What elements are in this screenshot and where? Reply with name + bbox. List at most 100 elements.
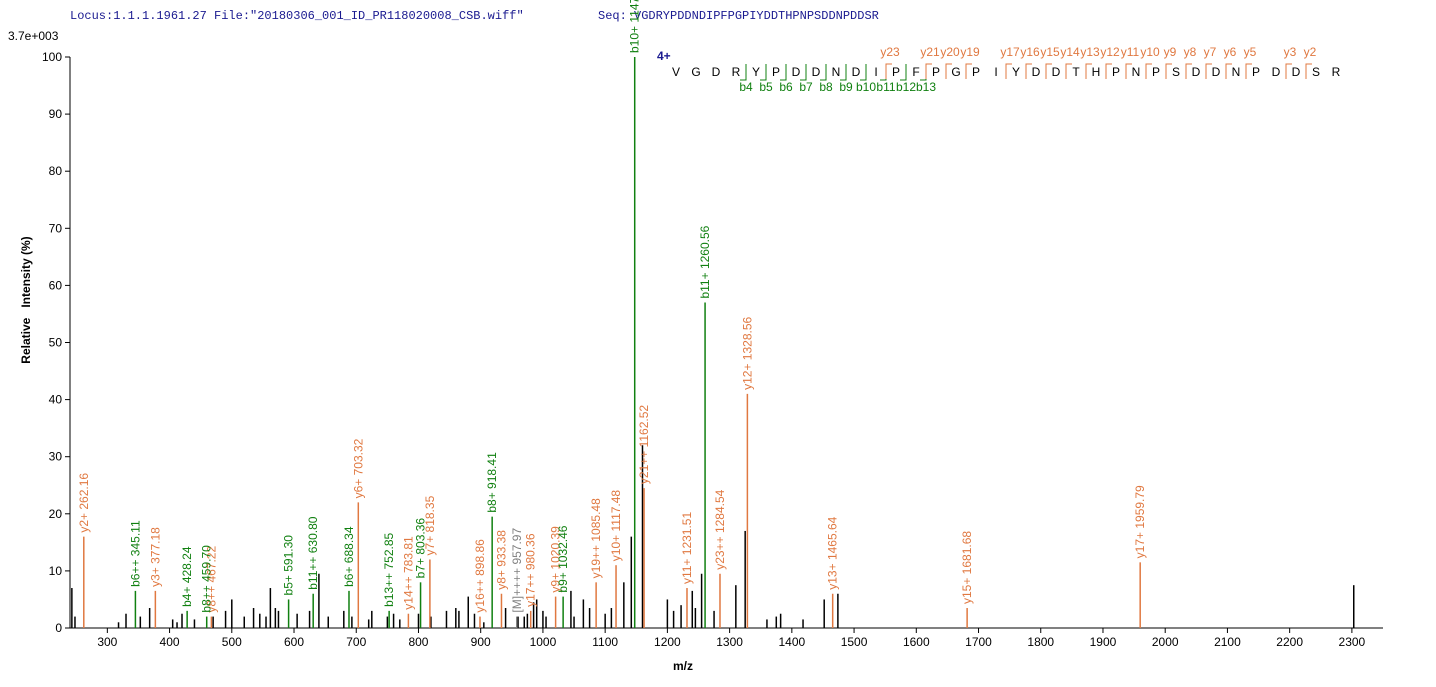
y-ion-label: y19 xyxy=(960,45,980,59)
residue: S xyxy=(1312,65,1320,79)
residue: P xyxy=(772,65,780,79)
y-tick-label: 100 xyxy=(42,50,62,64)
y-ion-label: y13 xyxy=(1080,45,1100,59)
peak-label: y19++ 1085.48 xyxy=(589,498,603,578)
y-tick-label: 80 xyxy=(49,164,63,178)
x-tick-label: 2300 xyxy=(1339,635,1366,649)
b-ion-marker xyxy=(820,64,827,81)
y-ion-label: y9 xyxy=(1164,45,1177,59)
y-tick-label: 40 xyxy=(49,393,63,407)
residue: P xyxy=(892,65,900,79)
peak-label: [M]++++ 957.97 xyxy=(510,528,524,613)
y-ion-marker xyxy=(885,63,892,79)
sequence-header: Seq: VGDRYPDDNDIPFPGPIYDDTHPNPSDDNPDDSR xyxy=(598,9,879,23)
b-ion-marker xyxy=(840,64,847,81)
y-ion-label: y16 xyxy=(1020,45,1040,59)
peak-label: y8++ 467.22 xyxy=(204,546,218,613)
x-tick-label: 300 xyxy=(97,635,117,649)
residue: D xyxy=(1292,65,1301,79)
b-ion-marker xyxy=(920,64,927,81)
peak-label: y17+ 1959.79 xyxy=(1133,485,1147,558)
y-ion-label: y7 xyxy=(1204,45,1217,59)
x-tick-label: 600 xyxy=(284,635,304,649)
residue: D xyxy=(852,65,861,79)
x-tick-label: 1900 xyxy=(1090,635,1117,649)
b-ion-marker xyxy=(740,64,747,81)
peak-label: y3+ 377.18 xyxy=(148,527,162,587)
peak-label: y21++ 1162.52 xyxy=(637,405,651,485)
y-tick-label: 10 xyxy=(49,564,63,578)
y-tick-label: 20 xyxy=(49,507,63,521)
peak-label: b8+ 918.41 xyxy=(485,452,499,513)
scale-label: 3.7e+003 xyxy=(8,29,59,43)
peak-label: y15+ 1681.68 xyxy=(960,531,974,604)
y-ion-marker xyxy=(1065,63,1072,79)
x-axis-label: m/z xyxy=(673,659,693,673)
y-ion-marker xyxy=(1305,63,1312,79)
b-ion-marker xyxy=(760,64,767,81)
y-ion-marker xyxy=(1105,63,1112,79)
y-ion-marker xyxy=(1285,63,1292,79)
x-tick-label: 1500 xyxy=(841,635,868,649)
x-tick-label: 1800 xyxy=(1027,635,1054,649)
residue: R xyxy=(1332,65,1341,79)
y-tick-label: 30 xyxy=(49,450,63,464)
residue: D xyxy=(812,65,821,79)
x-tick-label: 1700 xyxy=(965,635,992,649)
y-ion-label: y3 xyxy=(1284,45,1297,59)
peak-label: y9+ 1020.39 xyxy=(549,526,563,593)
y-ion-marker xyxy=(1205,63,1212,79)
residue: F xyxy=(912,65,919,79)
x-tick-label: 1100 xyxy=(592,635,618,649)
y-ion-marker xyxy=(1025,63,1032,79)
residue: P xyxy=(1112,65,1120,79)
y-tick-label: 0 xyxy=(55,621,62,635)
y-ion-marker xyxy=(1005,63,1012,79)
b-ion-label: b13 xyxy=(916,80,936,94)
peak-label: y8+ 933.38 xyxy=(494,530,508,590)
y-ion-label: y10 xyxy=(1140,45,1160,59)
residue: G xyxy=(951,65,960,79)
peak-label: b7+ 803.36 xyxy=(414,518,428,579)
residue: V xyxy=(672,65,680,79)
x-tick-label: 1300 xyxy=(716,635,743,649)
b-ion-marker xyxy=(900,64,907,81)
residue: P xyxy=(1252,65,1260,79)
peak-label: y16++ 898.86 xyxy=(473,539,487,613)
x-tick-label: 2000 xyxy=(1152,635,1179,649)
x-tick-label: 1200 xyxy=(654,635,681,649)
peak-label: b6++ 345.11 xyxy=(128,520,142,587)
peak-label: y6+ 703.32 xyxy=(351,438,365,498)
y-ion-marker xyxy=(1245,63,1252,79)
b-ion-label: b4 xyxy=(739,80,753,94)
residue: D xyxy=(1272,65,1281,79)
y-ion-marker xyxy=(965,63,972,79)
y-ion-label: y21 xyxy=(920,45,940,59)
x-tick-label: 1000 xyxy=(530,635,557,649)
y-tick-label: 90 xyxy=(49,107,63,121)
y-ion-label: y17 xyxy=(1000,45,1020,59)
residue: I xyxy=(994,65,997,79)
y-tick-label: 70 xyxy=(49,221,63,235)
b-ion-label: b8 xyxy=(819,80,833,94)
y-ion-marker xyxy=(925,63,932,79)
peak-label: b8++ 459.70 xyxy=(200,545,214,613)
y-ion-marker xyxy=(945,63,952,79)
residue: D xyxy=(792,65,801,79)
residue: S xyxy=(1172,65,1180,79)
y-ion-label: y14 xyxy=(1060,45,1080,59)
residue: D xyxy=(712,65,721,79)
residue: Y xyxy=(752,65,760,79)
y-axis-label: Relative Intensity (%) xyxy=(19,236,33,363)
residue: D xyxy=(1052,65,1061,79)
b-ion-label: b5 xyxy=(759,80,773,94)
peak-label: y12+ 1328.56 xyxy=(740,316,754,389)
peak-label: b11+ 1260.56 xyxy=(698,225,712,298)
y-ion-label: y8 xyxy=(1184,45,1197,59)
b-ion-label: b6 xyxy=(779,80,793,94)
residue: Y xyxy=(1012,65,1020,79)
y-ion-label: y11 xyxy=(1121,45,1140,59)
b-ion-marker xyxy=(860,64,867,81)
residue: I xyxy=(874,65,877,79)
peak-label: b5+ 591.30 xyxy=(282,535,296,596)
